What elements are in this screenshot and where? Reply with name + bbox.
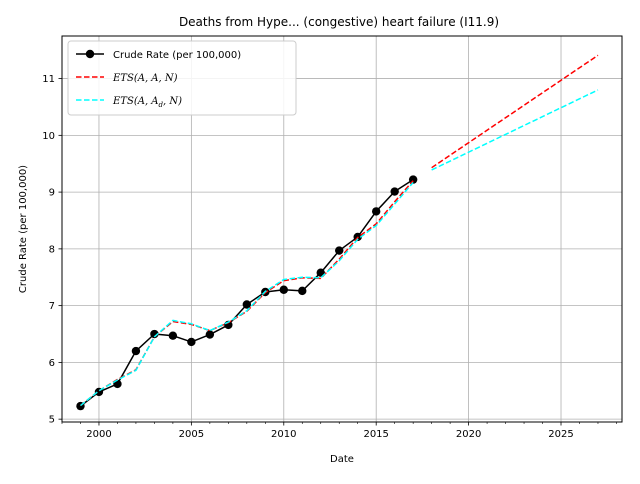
- plot-frame: [61, 35, 623, 423]
- y-tick-label: 11: [42, 74, 55, 85]
- legend: Crude Rate (per 100,000) ETS(A, A, N) ET…: [67, 40, 297, 116]
- data-point: [187, 337, 196, 347]
- legend-box: [67, 40, 297, 116]
- x-axis-label: Date: [330, 454, 354, 465]
- data-point: [150, 329, 159, 339]
- series-line-4: [431, 89, 599, 171]
- y-axis-label: Crude Rate (per 100,000): [18, 165, 29, 293]
- data-point: [335, 246, 344, 255]
- x-tick-label: 2010: [271, 429, 296, 440]
- data-point: [408, 175, 418, 184]
- data-point: [168, 331, 178, 340]
- legend-label-ets-aan: ETS(A, A, N): [112, 73, 178, 84]
- y-tick-label: 7: [49, 301, 55, 312]
- y-tick-label: 8: [49, 244, 55, 255]
- x-tick-label: 2020: [456, 429, 481, 440]
- legend-label-crude-rate: Crude Rate (per 100,000): [113, 50, 241, 61]
- y-tick-label: 6: [49, 358, 55, 369]
- data-point: [131, 346, 141, 356]
- series-line-3: [80, 181, 414, 407]
- data-point: [279, 285, 288, 294]
- plot-area: [76, 54, 599, 411]
- data-point: [316, 268, 325, 277]
- x-tick-label: 2000: [86, 429, 111, 440]
- x-tick-label: 2025: [548, 429, 573, 440]
- legend-label-ets-aadn: ETS(A, Ad, N): [112, 96, 182, 109]
- x-tick-label: 2005: [179, 429, 204, 440]
- series-line-2: [431, 54, 599, 169]
- x-axis: 2000 2005 2010 2015 2020 2025: [61, 422, 617, 440]
- chart-title: Deaths from Hype... (congestive) heart f…: [179, 15, 499, 29]
- y-tick-label: 5: [49, 415, 55, 426]
- legend-marker-crude-rate: [85, 49, 95, 59]
- data-point: [242, 300, 252, 309]
- y-tick-label: 10: [42, 131, 55, 142]
- y-axis: 5 6 7 8 9 10 11: [42, 74, 62, 426]
- x-tick-label: 2015: [363, 429, 388, 440]
- data-point: [205, 330, 215, 339]
- data-point: [298, 286, 307, 296]
- data-point: [371, 207, 381, 216]
- data-point: [390, 187, 399, 196]
- y-tick-label: 9: [49, 188, 55, 199]
